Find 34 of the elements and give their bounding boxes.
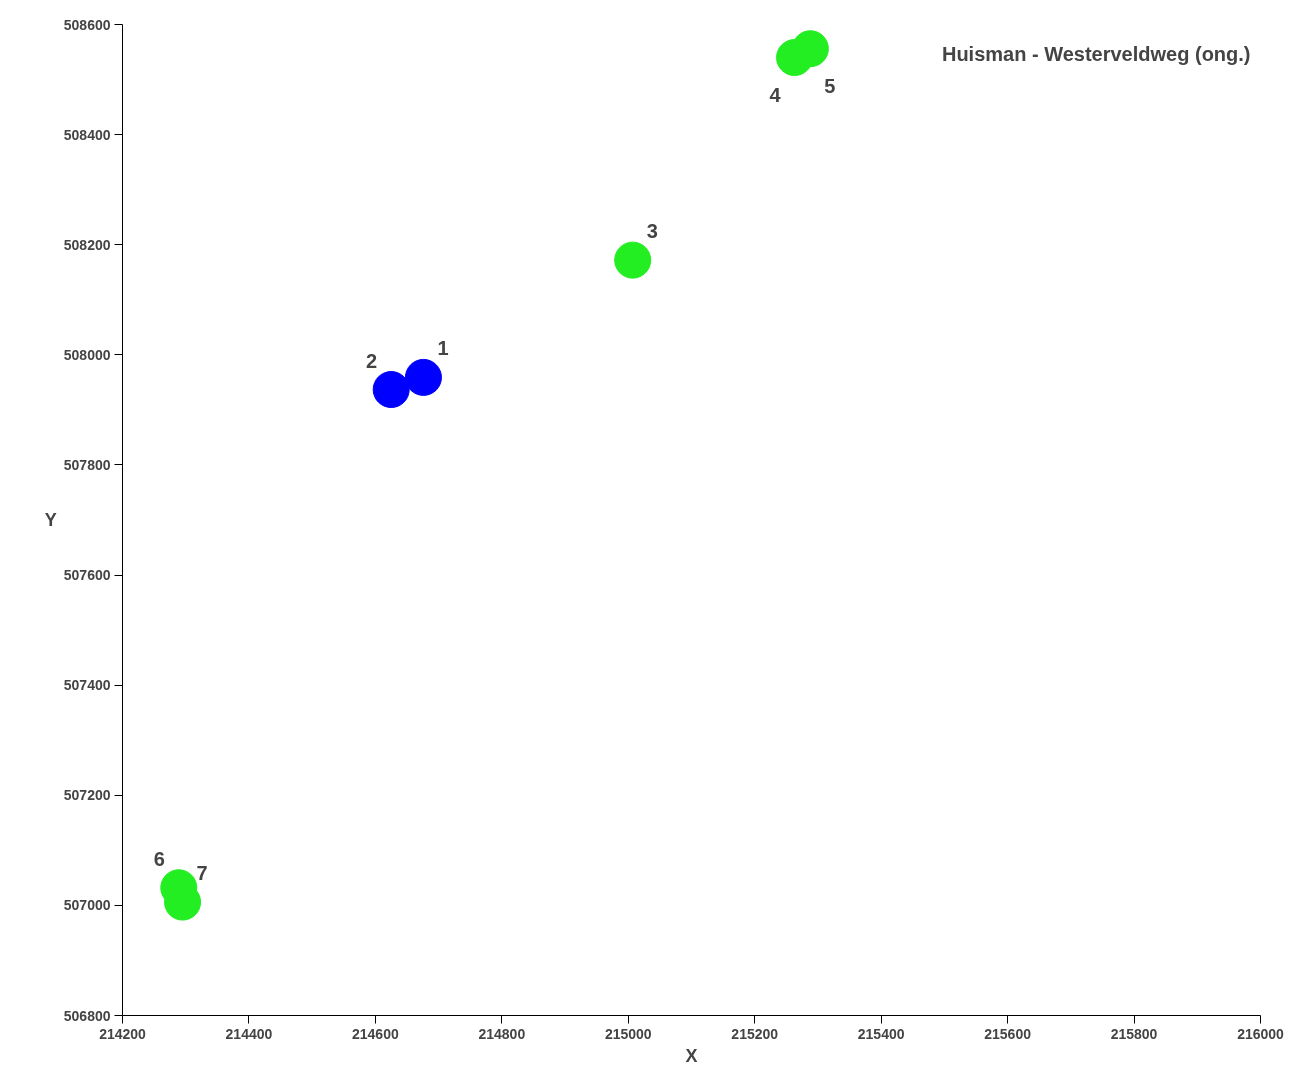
- x-tick-label: 215400: [857, 1025, 905, 1042]
- y-tick-label: 507400: [63, 677, 111, 694]
- point: [791, 30, 829, 68]
- x-tick-label: 214200: [99, 1025, 147, 1042]
- y-tick-label: 507200: [63, 787, 111, 804]
- y-tick-label: 507000: [63, 897, 111, 914]
- y-tick-label: 506800: [63, 1007, 111, 1024]
- annotation: 6: [153, 847, 165, 870]
- annotation: 5: [824, 74, 836, 97]
- x-tick-label: 214600: [352, 1025, 399, 1042]
- x-axis-title: X: [685, 1045, 698, 1066]
- x-tick-label: 215800: [1110, 1025, 1158, 1042]
- y-tick-label: 508200: [63, 236, 111, 253]
- y-axis-title: Y: [44, 510, 57, 530]
- x-tick-label: 214800: [478, 1025, 526, 1042]
- y-tick-label: 508000: [63, 346, 111, 363]
- point: [372, 371, 410, 408]
- x-tick-label: 214400: [225, 1025, 273, 1042]
- y-tick-label: 507800: [63, 456, 111, 473]
- annotation: 2: [366, 349, 378, 372]
- annotation: 4: [769, 83, 782, 106]
- point: [404, 358, 442, 396]
- annotation: 1: [437, 337, 449, 360]
- x-tick-label: 216000: [1237, 1025, 1285, 1042]
- x-tick-label: 215000: [604, 1025, 652, 1042]
- annotation: 3: [646, 220, 658, 243]
- point: [614, 241, 652, 279]
- x-tick-label: 215200: [731, 1025, 779, 1042]
- y-tick-label: 508400: [63, 126, 111, 143]
- x-tick-label: 215600: [984, 1025, 1032, 1042]
- annotation: 7: [196, 862, 208, 885]
- y-tick-label: 507600: [63, 567, 111, 584]
- y-tick-label: 508600: [63, 16, 111, 33]
- text: Huisman - Westerveldweg (ong.): [941, 42, 1251, 65]
